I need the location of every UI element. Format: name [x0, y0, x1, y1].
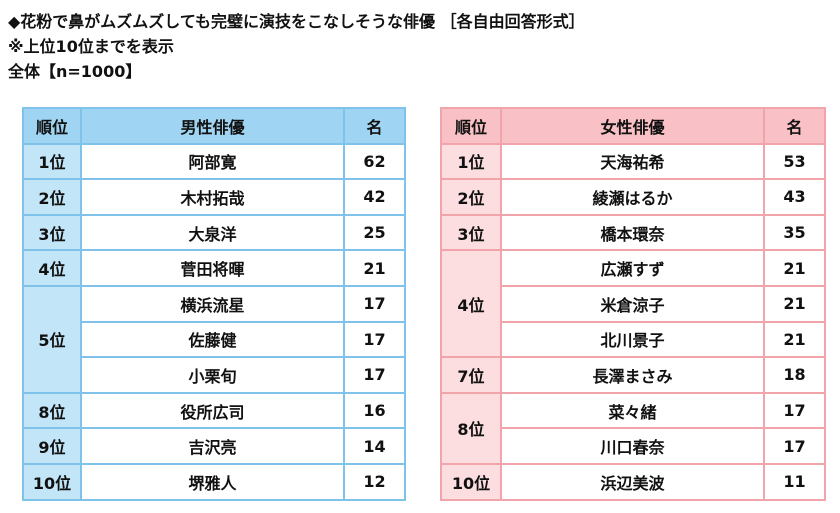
count-cell: 21 — [763, 284, 826, 323]
rank-cell: 9位 — [22, 427, 82, 465]
rank-cell: 2位 — [22, 178, 82, 216]
count-cell: 21 — [763, 320, 826, 359]
row: 8位 菜々緒 17 — [440, 391, 826, 465]
count-cell: 53 — [763, 142, 826, 181]
note: ※上位10位までを表示 — [8, 37, 174, 56]
rank-cell: 3位 — [440, 213, 502, 252]
name-cell: 橋本環奈 — [500, 213, 765, 252]
count-cell: 43 — [763, 178, 826, 216]
count-cell: 17 — [763, 427, 826, 465]
count-cell: 42 — [343, 178, 406, 216]
name-cell: 堺雅人 — [80, 462, 345, 501]
row: 8位 役所広司 16 — [22, 391, 406, 430]
header-cell: 女性俳優 — [500, 107, 765, 145]
row: 4位 広瀬すず 21 — [440, 249, 826, 359]
base: 全体【n=1000】 — [8, 62, 142, 81]
name-cell: 長澤まさみ — [500, 356, 765, 394]
name-cell: 広瀬すず — [500, 249, 765, 287]
female-table: 順位 女性俳優名 1位 天海祐希 53 2位 綾瀬はるか 43 3位 橋本環奈 35 4位 広瀬すず 21… — [440, 107, 826, 501]
rank-cell: 4位 — [440, 249, 502, 359]
row: 1位 天海祐希 53 — [440, 142, 826, 181]
name-cell: 天海祐希 — [500, 142, 765, 181]
rank-cell: 4位 — [22, 249, 82, 287]
name-cell: 木村拓哉 — [80, 178, 345, 216]
header-cell: 男性俳優 — [80, 107, 345, 145]
name-cell: 川口春奈 — [500, 427, 765, 465]
name-cell: 小栗旬 — [80, 356, 345, 394]
row: 5位 横浜流星 17 — [22, 284, 406, 394]
count-cell: 11 — [763, 462, 826, 501]
rank-cell: 5位 — [22, 284, 82, 394]
row: 4位 菅田将暉 21 — [22, 249, 406, 287]
header-row: 順位 男性俳優名 — [22, 107, 406, 145]
name-cell: 阿部寛 — [80, 142, 345, 181]
count-cell: 62 — [343, 142, 406, 181]
rank-cell: 3位 — [22, 213, 82, 252]
rank-cell: 8位 — [22, 391, 82, 430]
row: 10位 浜辺美波 11 — [440, 462, 826, 501]
row: 7位 長澤まさみ 18 — [440, 356, 826, 394]
count-cell: 21 — [763, 249, 826, 287]
name-cell: 佐藤健 — [80, 320, 345, 359]
row: 米倉涼子 21 — [441, 284, 826, 323]
name-cell: 菜々緒 — [500, 391, 765, 430]
row: 10位 堺雅人 12 — [22, 462, 406, 501]
rank-cell: 10位 — [440, 462, 502, 501]
row: 佐藤健 17 — [23, 320, 406, 359]
count-cell: 18 — [763, 356, 826, 394]
count-cell: 12 — [343, 462, 406, 501]
count-cell: 17 — [343, 284, 406, 323]
name-cell: 米倉涼子 — [500, 284, 765, 323]
header-cell: 順位 — [22, 107, 82, 145]
rank-cell: 7位 — [440, 356, 502, 394]
row: 1位 阿部寛 62 — [22, 142, 406, 181]
row: 3位 大泉洋 25 — [22, 213, 406, 252]
header-row: 順位 女性俳優名 — [440, 107, 826, 145]
row: 川口春奈 17 — [441, 427, 826, 465]
name-cell: 横浜流星 — [80, 284, 345, 323]
count-cell: 17 — [343, 356, 406, 394]
row: 北川景子 21 — [441, 320, 826, 359]
row: 2位 綾瀬はるか 43 — [440, 178, 826, 216]
rank-cell: 1位 — [440, 142, 502, 181]
count-cell: 25 — [343, 213, 406, 252]
count-cell: 17 — [343, 320, 406, 359]
row: 3位 橋本環奈 35 — [440, 213, 826, 252]
name-cell: 大泉洋 — [80, 213, 345, 252]
count-cell: 14 — [343, 427, 406, 465]
name-cell: 菅田将暉 — [80, 249, 345, 287]
name-cell: 浜辺美波 — [500, 462, 765, 501]
header-cell: 順位 — [440, 107, 502, 145]
count-cell: 35 — [763, 213, 826, 252]
name-cell: 北川景子 — [500, 320, 765, 359]
rank-cell: 1位 — [22, 142, 82, 181]
header-cell: 名 — [763, 107, 826, 145]
name-cell: 役所広司 — [80, 391, 345, 430]
count-cell: 17 — [763, 391, 826, 430]
header-cell: 名 — [343, 107, 406, 145]
count-cell: 16 — [343, 391, 406, 430]
row: 2位 木村拓哉 42 — [22, 178, 406, 216]
title: ◆花粉で鼻がムズムズしても完璧に演技をこなしそうな俳優 ［各自由回答形式］ — [8, 12, 585, 31]
count-cell: 21 — [343, 249, 406, 287]
rank-cell: 10位 — [22, 462, 82, 501]
name-cell: 吉沢亮 — [80, 427, 345, 465]
male-table: 順位 男性俳優名 1位 阿部寛 62 2位 木村拓哉 42 3位 大泉洋 25 4位 菅田将暉 21 5位横… — [22, 107, 406, 501]
name-cell: 綾瀬はるか — [500, 178, 765, 216]
row: 9位 吉沢亮 14 — [22, 427, 406, 465]
rank-cell: 2位 — [440, 178, 502, 216]
row: 小栗旬 17 — [23, 356, 406, 394]
rank-cell: 8位 — [440, 391, 502, 465]
